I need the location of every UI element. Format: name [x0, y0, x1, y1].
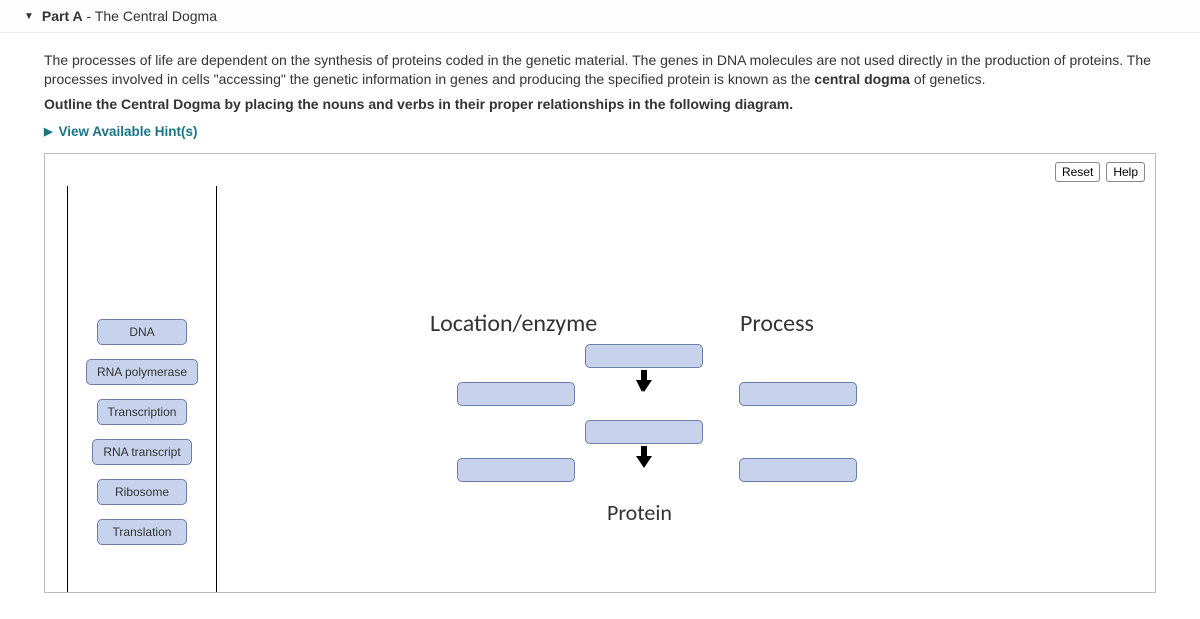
- drop-slot-proc-1[interactable]: [739, 382, 857, 406]
- view-hints-toggle[interactable]: ▶ View Available Hint(s): [44, 124, 1156, 139]
- protein-label: Protein: [607, 499, 672, 526]
- triangle-right-icon: ▶: [44, 125, 52, 138]
- tile-transcription[interactable]: Transcription: [97, 399, 188, 425]
- tile-rna-transcript[interactable]: RNA transcript: [92, 439, 191, 465]
- drop-slot-center-top[interactable]: [585, 344, 703, 368]
- diagram-area: Location/enzyme Process Protein: [225, 154, 1155, 592]
- part-header[interactable]: ▼ Part A - The Central Dogma: [0, 0, 1200, 33]
- drag-drop-workarea: Reset Help DNA RNA polymerase Transcript…: [44, 153, 1156, 593]
- intro-text: The processes of life are dependent on t…: [44, 51, 1156, 114]
- tile-translation[interactable]: Translation: [97, 519, 187, 545]
- column-label-process: Process: [740, 309, 814, 338]
- tile-dna[interactable]: DNA: [97, 319, 187, 345]
- tile-rna-polymerase[interactable]: RNA polymerase: [86, 359, 198, 385]
- column-label-location: Location/enzyme: [430, 309, 597, 338]
- hints-label: View Available Hint(s): [58, 124, 197, 139]
- tile-bank: DNA RNA polymerase Transcription RNA tra…: [67, 186, 217, 592]
- caret-down-icon: ▼: [24, 11, 34, 22]
- tile-ribosome[interactable]: Ribosome: [97, 479, 187, 505]
- part-title: Part A - The Central Dogma: [42, 8, 217, 24]
- drop-slot-proc-2[interactable]: [739, 458, 857, 482]
- drop-slot-center-mid[interactable]: [585, 420, 703, 444]
- drop-slot-loc-2[interactable]: [457, 458, 575, 482]
- drop-slot-loc-1[interactable]: [457, 382, 575, 406]
